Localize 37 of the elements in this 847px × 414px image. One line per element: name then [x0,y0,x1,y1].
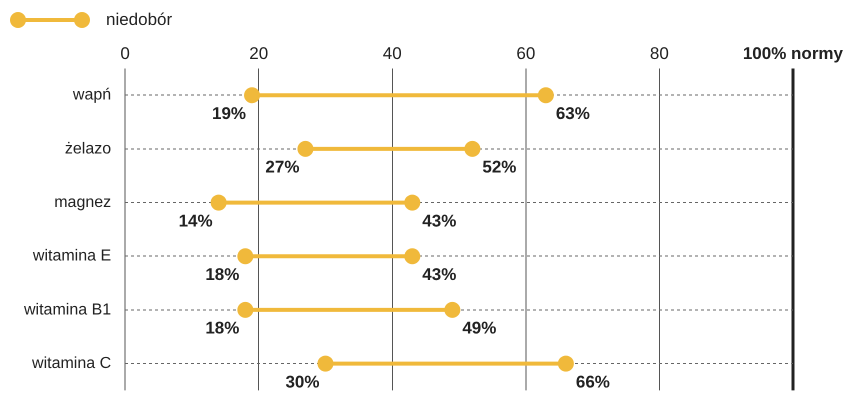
y-tick-label: wapń [72,86,112,104]
data-label: 14% [178,211,213,230]
data-label: 18% [205,264,240,284]
data-label: 63% [556,104,590,123]
x-tick-label: 100% normy [742,44,844,63]
y-tick-label: magnez [54,194,112,211]
y-tick-label: witamina B1 [22,301,112,318]
legend-label: niedobór [106,10,172,30]
x-tick-label: 0 [120,44,130,63]
point [317,356,334,372]
y-tick-label: żelazo [64,140,112,158]
point [210,194,227,211]
x-tick-label: 80 [650,44,669,63]
data-label: 43% [422,264,456,284]
data-label: 27% [265,158,300,177]
data-label: 19% [212,104,246,123]
data-label: 52% [482,158,516,177]
x-tick-label: 60 [516,44,536,63]
data-label: 43% [422,211,456,230]
y-tick-label: witamina C [31,354,112,372]
point [244,87,260,104]
point [404,248,420,264]
point [464,140,480,157]
data-label: 18% [205,318,240,338]
point [297,140,314,157]
point [444,302,460,318]
y-tick-label: witamina E [32,248,112,265]
point [404,194,420,211]
point [237,302,254,318]
point [558,356,574,372]
data-label: 30% [285,372,320,392]
data-label: 66% [576,372,610,392]
data-label: 49% [462,318,496,338]
point [237,248,254,264]
x-tick-label: 20 [249,44,268,63]
point [538,87,554,104]
x-tick-label: 40 [382,44,402,63]
